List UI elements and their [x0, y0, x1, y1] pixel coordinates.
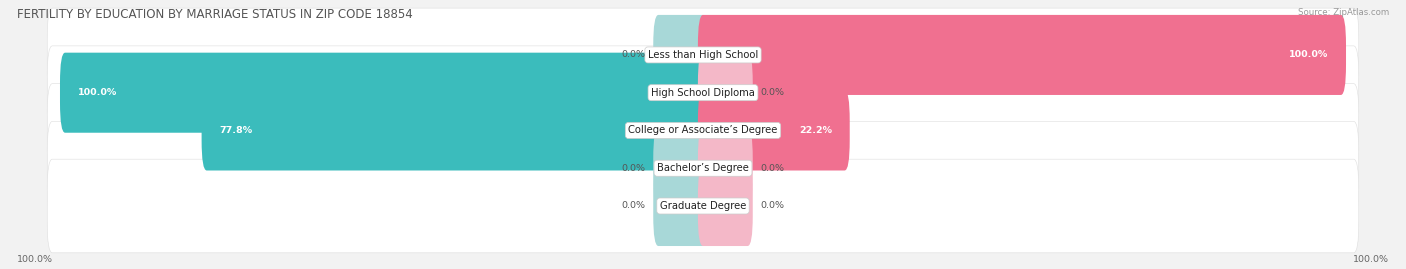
- Text: College or Associate’s Degree: College or Associate’s Degree: [628, 125, 778, 136]
- Text: 22.2%: 22.2%: [799, 126, 832, 135]
- FancyBboxPatch shape: [697, 166, 752, 246]
- FancyBboxPatch shape: [697, 128, 752, 208]
- Text: FERTILITY BY EDUCATION BY MARRIAGE STATUS IN ZIP CODE 18854: FERTILITY BY EDUCATION BY MARRIAGE STATU…: [17, 8, 412, 21]
- FancyBboxPatch shape: [48, 8, 1358, 102]
- FancyBboxPatch shape: [697, 53, 752, 133]
- Text: Less than High School: Less than High School: [648, 50, 758, 60]
- Text: 100.0%: 100.0%: [1289, 51, 1329, 59]
- FancyBboxPatch shape: [654, 166, 709, 246]
- Text: 0.0%: 0.0%: [621, 51, 645, 59]
- FancyBboxPatch shape: [201, 90, 709, 171]
- FancyBboxPatch shape: [654, 15, 709, 95]
- FancyBboxPatch shape: [654, 128, 709, 208]
- FancyBboxPatch shape: [48, 121, 1358, 215]
- Text: 0.0%: 0.0%: [621, 164, 645, 173]
- Text: 0.0%: 0.0%: [761, 88, 785, 97]
- Text: High School Diploma: High School Diploma: [651, 88, 755, 98]
- Text: 100.0%: 100.0%: [17, 255, 53, 264]
- Text: 100.0%: 100.0%: [1353, 255, 1389, 264]
- Text: 0.0%: 0.0%: [621, 201, 645, 210]
- Text: Source: ZipAtlas.com: Source: ZipAtlas.com: [1298, 8, 1389, 17]
- FancyBboxPatch shape: [48, 46, 1358, 140]
- FancyBboxPatch shape: [60, 53, 709, 133]
- FancyBboxPatch shape: [697, 90, 849, 171]
- Text: 100.0%: 100.0%: [77, 88, 117, 97]
- Text: 0.0%: 0.0%: [761, 201, 785, 210]
- Text: Bachelor’s Degree: Bachelor’s Degree: [657, 163, 749, 173]
- FancyBboxPatch shape: [697, 15, 1346, 95]
- FancyBboxPatch shape: [48, 159, 1358, 253]
- Text: 77.8%: 77.8%: [219, 126, 253, 135]
- Text: 0.0%: 0.0%: [761, 164, 785, 173]
- FancyBboxPatch shape: [48, 84, 1358, 177]
- Text: Graduate Degree: Graduate Degree: [659, 201, 747, 211]
